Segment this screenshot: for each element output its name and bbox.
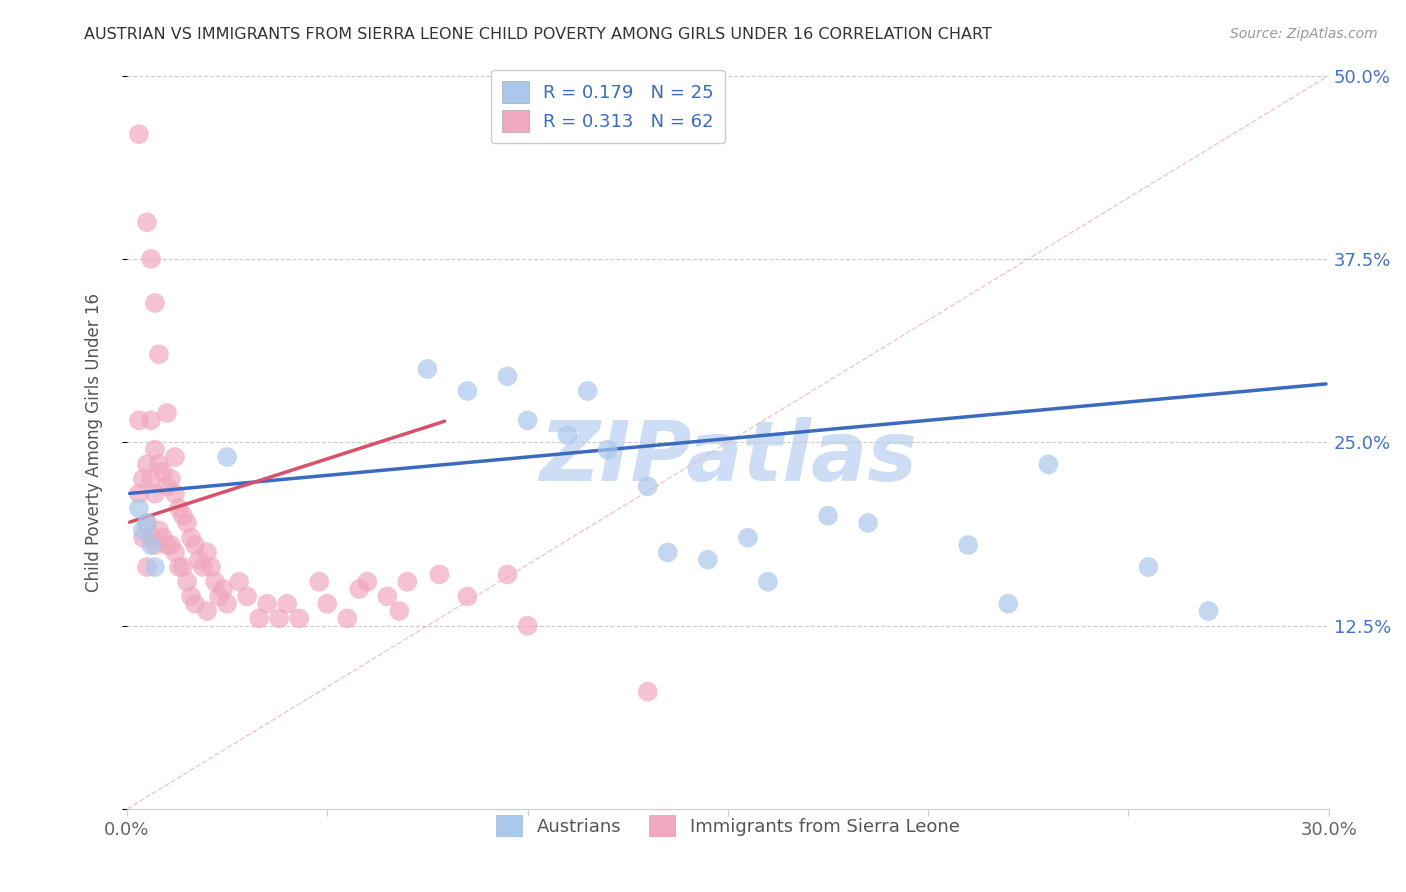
Point [212,582,235,596]
Y-axis label: Child Poverty Among Girls Under 16: Child Poverty Among Girls Under 16 [86,293,103,591]
Point [429,567,451,582]
Point [637,685,659,699]
Point [128,501,150,516]
Point [152,531,174,545]
Point [200,560,222,574]
Point [184,538,207,552]
Point [1198,604,1220,618]
Point [139,413,162,427]
Point [496,369,519,384]
Point [143,442,166,457]
Point [737,531,759,545]
Point [696,552,718,566]
Point [172,560,194,574]
Point [375,590,398,604]
Point [269,611,291,625]
Point [167,501,190,516]
Point [163,450,186,464]
Point [143,296,166,310]
Point [576,384,599,398]
Point [188,552,211,566]
Point [856,516,879,530]
Point [657,545,679,559]
Point [396,574,419,589]
Point [208,590,231,604]
Point [128,413,150,427]
Point [132,531,155,545]
Point [236,590,259,604]
Point [247,611,270,625]
Point [215,597,238,611]
Point [132,524,155,538]
Point [160,472,183,486]
Point [1137,560,1160,574]
Point [496,567,519,582]
Point [997,597,1019,611]
Point [416,362,439,376]
Point [148,458,170,472]
Point [336,611,359,625]
Point [128,127,150,141]
Point [176,516,198,530]
Point [957,538,980,552]
Point [191,560,214,574]
Point [316,597,339,611]
Point [143,486,166,500]
Point [136,516,159,530]
Point [256,597,278,611]
Point [228,574,250,589]
Point [172,508,194,523]
Point [136,560,159,574]
Point [276,597,298,611]
Point [163,486,186,500]
Point [388,604,411,618]
Text: Source: ZipAtlas.com: Source: ZipAtlas.com [1230,27,1378,41]
Point [139,538,162,552]
Text: ZIPatlas: ZIPatlas [538,417,917,498]
Point [143,560,166,574]
Point [456,590,478,604]
Point [557,428,579,442]
Point [180,531,202,545]
Point [215,450,238,464]
Point [456,384,478,398]
Point [356,574,378,589]
Point [136,458,159,472]
Point [139,472,162,486]
Point [204,574,226,589]
Point [148,524,170,538]
Point [139,252,162,266]
Point [156,538,179,552]
Point [136,215,159,229]
Point [195,545,218,559]
Point [516,413,538,427]
Point [139,531,162,545]
Point [1038,458,1060,472]
Point [176,574,198,589]
Point [308,574,330,589]
Text: AUSTRIAN VS IMMIGRANTS FROM SIERRA LEONE CHILD POVERTY AMONG GIRLS UNDER 16 CORR: AUSTRIAN VS IMMIGRANTS FROM SIERRA LEONE… [84,27,993,42]
Point [167,560,190,574]
Point [128,486,150,500]
Point [148,347,170,361]
Point [136,516,159,530]
Point [156,479,179,493]
Point [156,406,179,420]
Point [180,590,202,604]
Legend: Austrians, Immigrants from Sierra Leone: Austrians, Immigrants from Sierra Leone [488,807,967,844]
Point [288,611,311,625]
Point [349,582,371,596]
Point [132,472,155,486]
Point [143,538,166,552]
Point [195,604,218,618]
Point [756,574,779,589]
Point [160,538,183,552]
Point [152,465,174,479]
Point [184,597,207,611]
Point [163,545,186,559]
Point [817,508,839,523]
Point [596,442,619,457]
Point [516,618,538,632]
Point [637,479,659,493]
